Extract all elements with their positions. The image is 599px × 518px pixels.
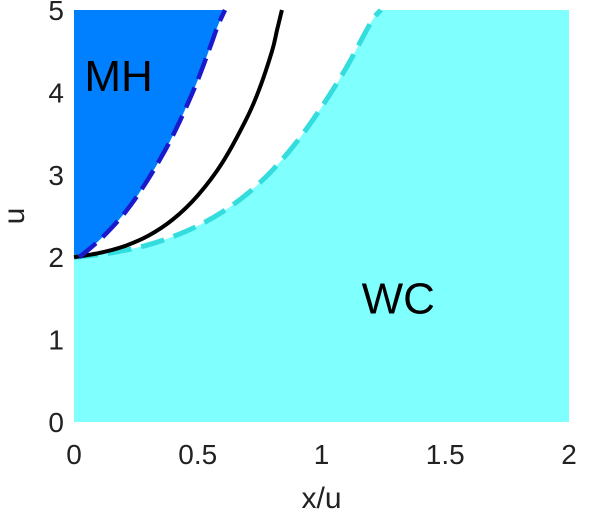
y-tick-label: 3 [48,160,64,191]
y-axis-label: u [0,208,31,225]
y-tick-label: 1 [48,325,64,356]
region-label-wc: WC [362,274,435,323]
y-tick-label: 5 [48,0,64,26]
plot-area: MH WC [73,8,569,422]
blue-dashed-boundary-line [77,9,228,259]
y-tick-label: 2 [48,242,64,273]
mh-region [74,10,225,258]
x-axis-label: x/u [301,482,341,515]
x-tick-label: 2 [561,439,577,470]
y-tick-label: 4 [48,77,64,108]
x-axis-ticks: 0 0.5 1 1.5 2 [66,439,577,470]
x-tick-label: 0 [66,439,82,470]
x-tick-label: 1 [314,439,330,470]
cyan-dashed-boundary-line [73,8,383,260]
y-tick-label: 0 [48,407,64,438]
x-tick-label: 1.5 [426,439,465,470]
y-axis-ticks: 0 1 2 3 4 5 [48,0,64,438]
region-label-mh: MH [84,52,152,101]
black-solid-boundary-line [73,9,284,260]
x-tick-label: 0.5 [178,439,217,470]
